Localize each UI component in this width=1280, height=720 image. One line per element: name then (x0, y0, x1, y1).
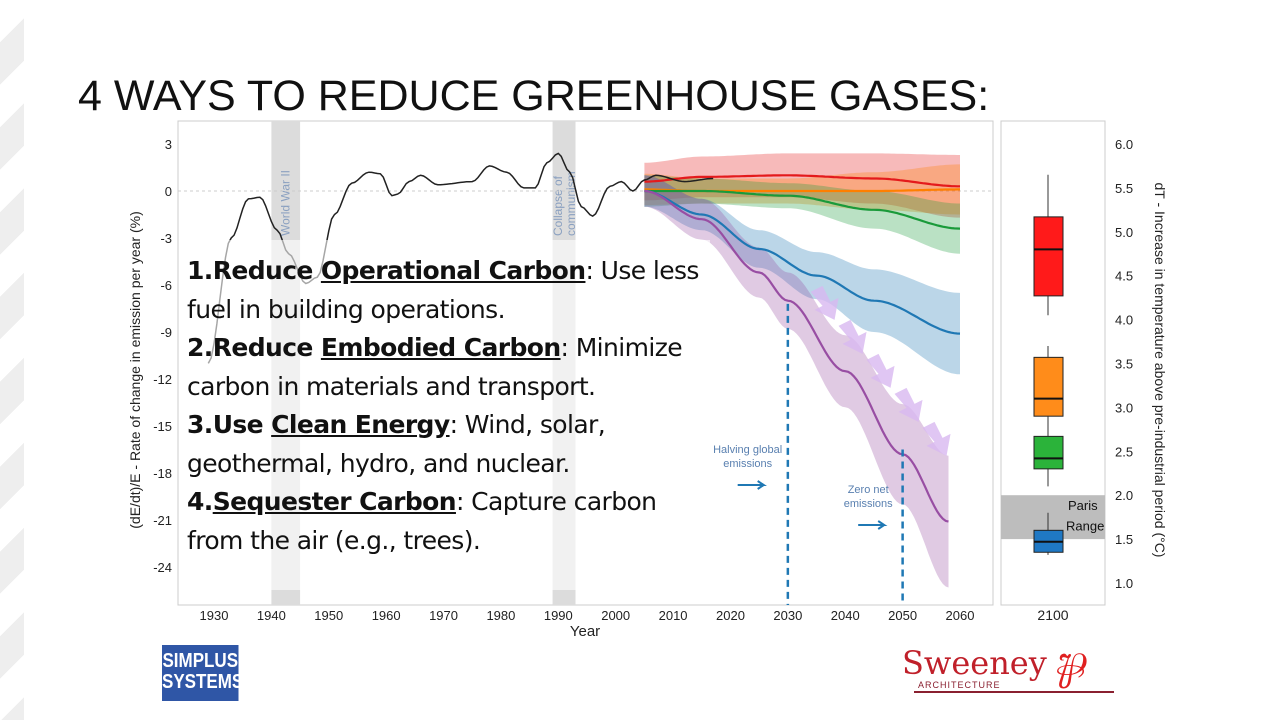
right-y-tick-label: 1.0 (1115, 576, 1133, 591)
series-line-blue (644, 189, 961, 335)
right-y-tick-label: 6.0 (1115, 137, 1133, 152)
sweeney-architecture-logo: Sweeney ARCHITECTURE ⅌ (900, 640, 1120, 700)
trend-arrow-icon (922, 421, 951, 456)
logo-monogram: ⅌ (1050, 646, 1082, 699)
x-tick-label: 1940 (257, 608, 286, 623)
box (1033, 356, 1064, 417)
y-tick-label: -9 (160, 325, 172, 340)
x-tick-label: 2040 (831, 608, 860, 623)
right-y-tick-label: 4.5 (1115, 269, 1133, 284)
right-y-tick-label: 5.5 (1115, 181, 1133, 196)
trend-arrow-icon (894, 387, 923, 422)
annotation-text: emissions (723, 458, 772, 470)
x-tick-label: 2020 (716, 608, 745, 623)
y-tick-label: -18 (153, 466, 172, 481)
annotation-text: Zero net (848, 484, 889, 496)
paris-label: Range (1066, 518, 1104, 533)
logo-text: Sweeney (902, 644, 1047, 682)
annotation-text: Halving global (713, 444, 782, 456)
logo-underline (914, 691, 1114, 693)
x-tick-label: 2050 (888, 608, 917, 623)
shaded-period-label: Collapse of (551, 175, 565, 236)
decorative-stripes (0, 0, 24, 720)
list-item: 3.Use Clean Energy: Wind, solar, geother… (187, 410, 606, 478)
y-tick-label: -3 (160, 231, 172, 246)
series-band-red (644, 153, 960, 218)
annotation-arrow-icon (737, 480, 767, 490)
right-y-tick-label: 2.5 (1115, 444, 1133, 459)
right-y-axis-label: dT - Increase in temperature above pre-i… (1152, 183, 1168, 558)
shaded-period-label: communism (564, 171, 578, 236)
shaded-period-label: World War II (279, 170, 293, 236)
right-y-tick-label: 3.5 (1115, 357, 1133, 372)
x-tick-label: 1930 (200, 608, 229, 623)
series-band-purple (644, 175, 949, 588)
y-axis-label: (dE/dt)/E - Rate of change in emission p… (127, 211, 143, 528)
right-y-tick-label: 5.0 (1115, 225, 1133, 240)
x-tick-label: 1970 (429, 608, 458, 623)
right-y-tick-label: 3.0 (1115, 400, 1133, 415)
trend-arrow-icon (838, 319, 867, 354)
logo-text: SIMPLUS SYSTEMS (162, 650, 244, 693)
right-y-tick-label: 2.0 (1115, 488, 1133, 503)
y-tick-label: 3 (165, 137, 172, 152)
logo-subtext: ARCHITECTURE (918, 680, 1001, 690)
x-axis-label: Year (570, 623, 600, 640)
x-tick-label: 2060 (946, 608, 975, 623)
paris-label: Paris (1068, 498, 1098, 513)
x-tick-label: 2030 (773, 608, 802, 623)
box-category-label: 2100 (1037, 607, 1068, 623)
y-tick-label: -6 (160, 278, 172, 293)
y-tick-label: -24 (153, 560, 172, 575)
strategy-list: 1.Reduce Operational Carbon: Use less fu… (187, 252, 707, 560)
series-band-orange (644, 164, 960, 215)
series-band-green (644, 175, 960, 254)
x-tick-label: 1990 (544, 608, 573, 623)
list-item: 1.Reduce Operational Carbon: Use less fu… (187, 256, 699, 324)
x-tick-label: 1960 (372, 608, 401, 623)
series-line-purple (644, 189, 949, 523)
text-overlay (180, 240, 710, 590)
list-item: 4.Sequester Carbon: Capture carbon from … (187, 487, 657, 555)
trend-arrow-icon (866, 353, 895, 388)
box (1033, 435, 1064, 470)
right-y-tick-label: 4.0 (1115, 313, 1133, 328)
simplus-systems-logo: SIMPLUS SYSTEMS (162, 645, 243, 701)
x-tick-label: 1980 (486, 608, 515, 623)
trend-arrow-icon (810, 285, 839, 320)
x-tick-label: 1950 (314, 608, 343, 623)
x-tick-label: 2010 (659, 608, 688, 623)
series-line-red (644, 174, 960, 188)
y-tick-label: -15 (153, 419, 172, 434)
list-item: 2.Reduce Embodied Carbon: Minimize carbo… (187, 333, 683, 401)
y-tick-label: -12 (153, 372, 172, 387)
slide-title: 4 WAYS TO REDUCE GREENHOUSE GASES: (78, 72, 990, 120)
annotation-arrow-icon (858, 520, 888, 530)
y-tick-label: -21 (153, 513, 172, 528)
box (1033, 216, 1064, 297)
x-tick-label: 2000 (601, 608, 630, 623)
y-tick-label: 0 (165, 184, 172, 199)
annotation-text: emissions (844, 498, 893, 510)
right-y-tick-label: 1.5 (1115, 532, 1133, 547)
series-line-green (644, 189, 961, 230)
